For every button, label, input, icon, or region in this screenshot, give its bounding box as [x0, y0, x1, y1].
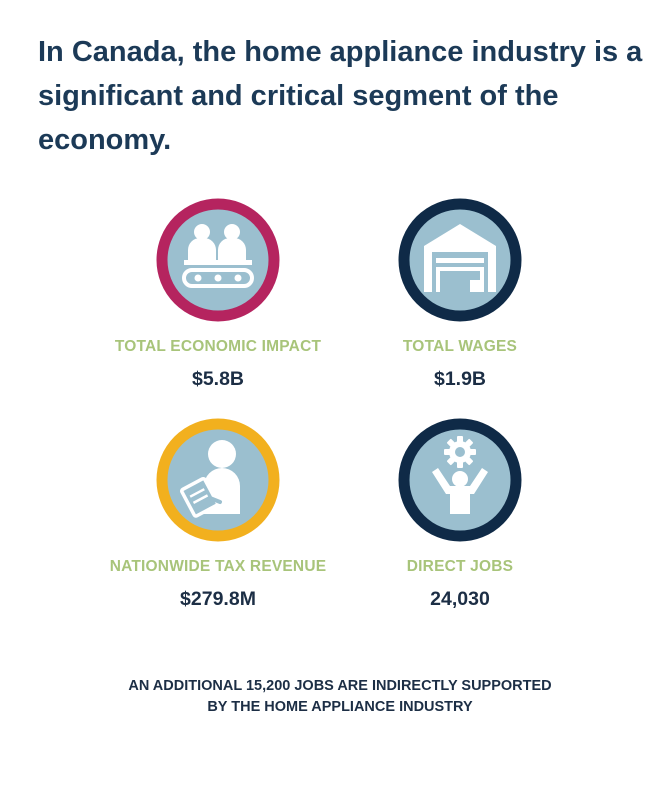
stat-label: NATIONWIDE TAX REVENUE	[109, 558, 327, 575]
stat-total-economic-impact: TOTAL ECONOMIC IMPACT $5.8B	[68, 196, 368, 391]
stat-label: DIRECT JOBS	[406, 558, 514, 575]
person-clipboard-icon	[156, 418, 280, 542]
stat-value: $279.8M	[180, 588, 256, 610]
warehouse-icon	[398, 198, 522, 322]
stat-value: 24,030	[430, 588, 490, 610]
stat-label: TOTAL WAGES	[402, 338, 518, 355]
headline: In Canada, the home appliance industry i…	[38, 36, 643, 156]
footer-line-2: BY THE HOME APPLIANCE INDUSTRY	[207, 699, 473, 715]
stat-nationwide-tax-revenue: NATIONWIDE TAX REVENUE $279.8M	[68, 416, 368, 611]
stat-total-wages: TOTAL WAGES $1.9B	[310, 196, 610, 391]
stat-direct-jobs: DIRECT JOBS 24,030	[310, 416, 610, 611]
stat-label: TOTAL ECONOMIC IMPACT	[114, 338, 322, 355]
footer-note: AN ADDITIONAL 15,200 JOBS ARE INDIRECTLY…	[40, 676, 640, 718]
workers-conveyor-icon	[156, 198, 280, 322]
stat-value: $1.9B	[433, 368, 487, 390]
stat-value: $5.8B	[191, 368, 245, 390]
worker-gear-icon	[398, 418, 522, 542]
footer-line-1: AN ADDITIONAL 15,200 JOBS ARE INDIRECTLY…	[128, 678, 552, 694]
